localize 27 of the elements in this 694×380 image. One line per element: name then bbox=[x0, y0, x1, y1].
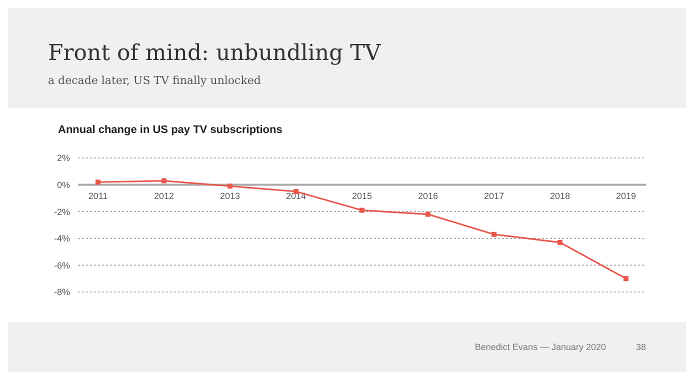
x-tick-label: 2011 bbox=[88, 190, 108, 201]
x-tick-label: 2015 bbox=[352, 190, 372, 201]
point bbox=[492, 232, 496, 237]
y-tick-label: -6% bbox=[54, 260, 70, 270]
x-tick-label: 2013 bbox=[220, 190, 240, 201]
point bbox=[558, 240, 562, 245]
point bbox=[162, 178, 166, 184]
y-tick-label: -4% bbox=[54, 234, 70, 244]
text: 38 bbox=[636, 342, 646, 352]
x-tick-label: 2017 bbox=[484, 190, 504, 201]
x-tick-label: 2019 bbox=[616, 190, 636, 201]
point bbox=[624, 276, 628, 282]
point bbox=[96, 180, 100, 185]
chart-title: Front of mind: unbundling TV bbox=[48, 41, 382, 66]
x-tick-label: 2018 bbox=[550, 190, 570, 201]
y-tick-label: 0% bbox=[56, 180, 70, 190]
text: Benedict Evans — January 2020 bbox=[474, 342, 606, 352]
y-tick-label: 2% bbox=[56, 153, 70, 164]
y-tick-label: -2% bbox=[54, 206, 70, 217]
y-tick-label: -8% bbox=[54, 287, 70, 298]
point bbox=[426, 212, 430, 217]
x-tick-label: 2012 bbox=[154, 190, 174, 201]
x-tick-label: 2016 bbox=[418, 190, 438, 201]
chart-subtitle: a decade later, US TV finally unlocked bbox=[48, 74, 261, 87]
point bbox=[360, 208, 364, 213]
point bbox=[228, 184, 232, 189]
y-axis-title: Annual change in US pay TV subscriptions bbox=[58, 124, 282, 136]
